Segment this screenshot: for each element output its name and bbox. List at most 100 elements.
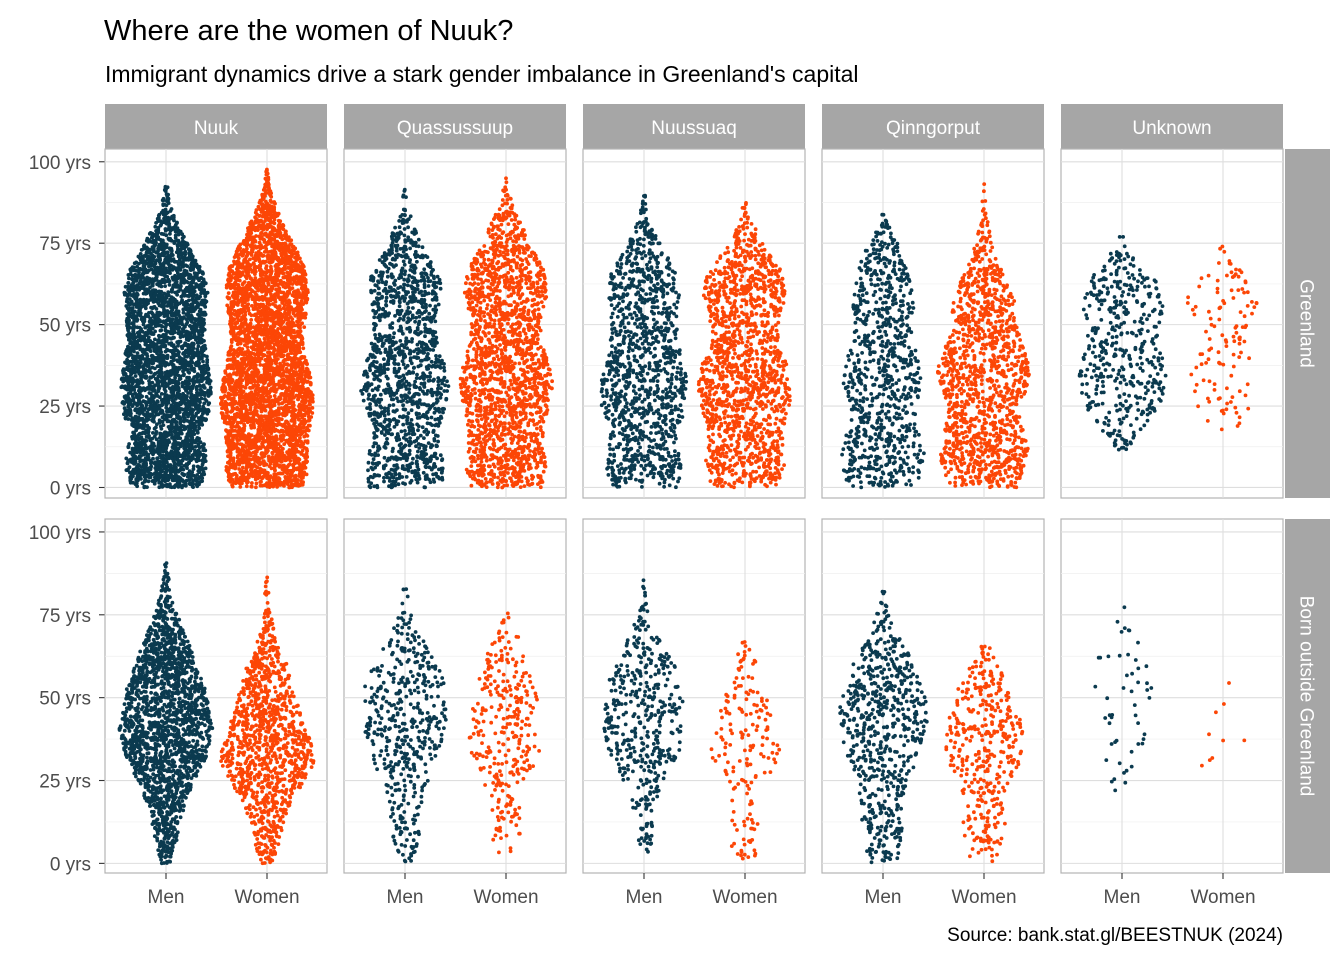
data-point-men bbox=[201, 453, 206, 458]
data-point-men bbox=[143, 360, 148, 365]
data-point-men bbox=[138, 449, 143, 454]
data-point-men bbox=[125, 320, 129, 325]
data-point-men bbox=[162, 314, 167, 318]
column-strip-label: Nuuk bbox=[194, 118, 239, 139]
data-point-men bbox=[161, 473, 166, 478]
data-point-men bbox=[153, 358, 158, 363]
swarm-men bbox=[119, 184, 213, 490]
data-point-men bbox=[173, 429, 178, 433]
data-point-men bbox=[197, 277, 202, 281]
data-point-men bbox=[157, 348, 162, 353]
data-point-men bbox=[184, 342, 189, 346]
data-point-men bbox=[168, 336, 173, 341]
data-point-men bbox=[151, 239, 156, 243]
data-point-men bbox=[190, 470, 195, 475]
data-point-men bbox=[168, 247, 173, 252]
data-point-men bbox=[177, 377, 182, 382]
data-point-men bbox=[161, 380, 166, 385]
data-point-men bbox=[151, 313, 156, 317]
data-point-men bbox=[127, 401, 132, 406]
data-point-men bbox=[202, 353, 207, 358]
data-point-men bbox=[198, 384, 203, 388]
data-point-men bbox=[200, 444, 205, 449]
data-point-men bbox=[165, 419, 170, 424]
data-point-men bbox=[194, 300, 198, 305]
data-point-men bbox=[156, 389, 161, 393]
data-point-men bbox=[119, 385, 124, 390]
data-point-men bbox=[171, 348, 176, 353]
data-point-men bbox=[181, 369, 185, 374]
column-strip-bg bbox=[583, 104, 805, 149]
data-point-men bbox=[198, 308, 203, 313]
data-point-men bbox=[203, 281, 208, 286]
data-point-men bbox=[135, 291, 139, 296]
data-point-men bbox=[136, 369, 140, 374]
data-point-men bbox=[157, 439, 162, 444]
data-point-men bbox=[189, 439, 193, 444]
data-point-men bbox=[132, 366, 137, 371]
data-point-men bbox=[172, 365, 176, 369]
chart-subtitle: Immigrant dynamics drive a stark gender … bbox=[105, 61, 859, 87]
data-point-men bbox=[121, 378, 126, 383]
data-point-men bbox=[143, 278, 147, 283]
data-point-men bbox=[198, 340, 203, 345]
data-point-men bbox=[190, 308, 194, 313]
data-point-men bbox=[154, 307, 159, 311]
data-point-men bbox=[189, 364, 194, 368]
data-point-men bbox=[139, 334, 144, 339]
data-point-men bbox=[144, 312, 148, 317]
data-point-men bbox=[169, 343, 174, 347]
data-point-men bbox=[171, 404, 175, 409]
data-point-men bbox=[146, 364, 151, 368]
data-point-men bbox=[133, 276, 138, 281]
data-point-men bbox=[150, 235, 155, 240]
data-point-men bbox=[162, 384, 167, 389]
data-point-men bbox=[185, 401, 190, 405]
data-point-men bbox=[125, 357, 129, 362]
data-point-men bbox=[138, 311, 143, 316]
data-point-men bbox=[175, 412, 180, 416]
y-tick-label: 25 yrs bbox=[39, 397, 91, 418]
data-point-men bbox=[148, 323, 153, 328]
data-point-men bbox=[188, 448, 193, 453]
data-point-men bbox=[169, 390, 174, 394]
data-point-men bbox=[155, 322, 160, 327]
data-point-men bbox=[204, 299, 209, 304]
data-point-men bbox=[142, 265, 147, 269]
data-point-men bbox=[197, 482, 201, 487]
data-point-men bbox=[130, 447, 135, 452]
data-point-men bbox=[156, 236, 160, 241]
data-point-men bbox=[205, 358, 210, 362]
data-point-men bbox=[186, 414, 190, 419]
data-point-men bbox=[198, 468, 203, 472]
chart-title: Where are the women of Nuuk? bbox=[104, 15, 513, 47]
data-point-men bbox=[185, 386, 189, 391]
data-point-men bbox=[192, 394, 197, 398]
data-point-men bbox=[166, 269, 171, 273]
data-point-men bbox=[200, 479, 205, 483]
data-point-men bbox=[164, 219, 168, 223]
data-point-men bbox=[158, 432, 163, 437]
data-point-men bbox=[174, 433, 178, 438]
data-point-men bbox=[157, 289, 162, 294]
data-point-men bbox=[181, 424, 186, 429]
data-point-men bbox=[151, 269, 156, 274]
data-point-men bbox=[198, 393, 203, 397]
data-point-men bbox=[196, 321, 201, 325]
data-point-men bbox=[185, 367, 190, 372]
data-point-men bbox=[184, 322, 189, 327]
data-point-men bbox=[201, 271, 205, 275]
data-point-men bbox=[187, 272, 192, 277]
data-point-men bbox=[197, 267, 201, 272]
data-point-men bbox=[173, 301, 178, 306]
data-point-men bbox=[167, 283, 172, 287]
data-point-men bbox=[158, 279, 163, 284]
data-point-men bbox=[169, 323, 174, 327]
data-point-women bbox=[268, 198, 273, 203]
data-point-men bbox=[132, 302, 136, 307]
column-strip-bg bbox=[344, 104, 566, 149]
data-point-men bbox=[134, 314, 139, 319]
data-point-men bbox=[128, 387, 133, 391]
data-point-men bbox=[197, 416, 202, 421]
